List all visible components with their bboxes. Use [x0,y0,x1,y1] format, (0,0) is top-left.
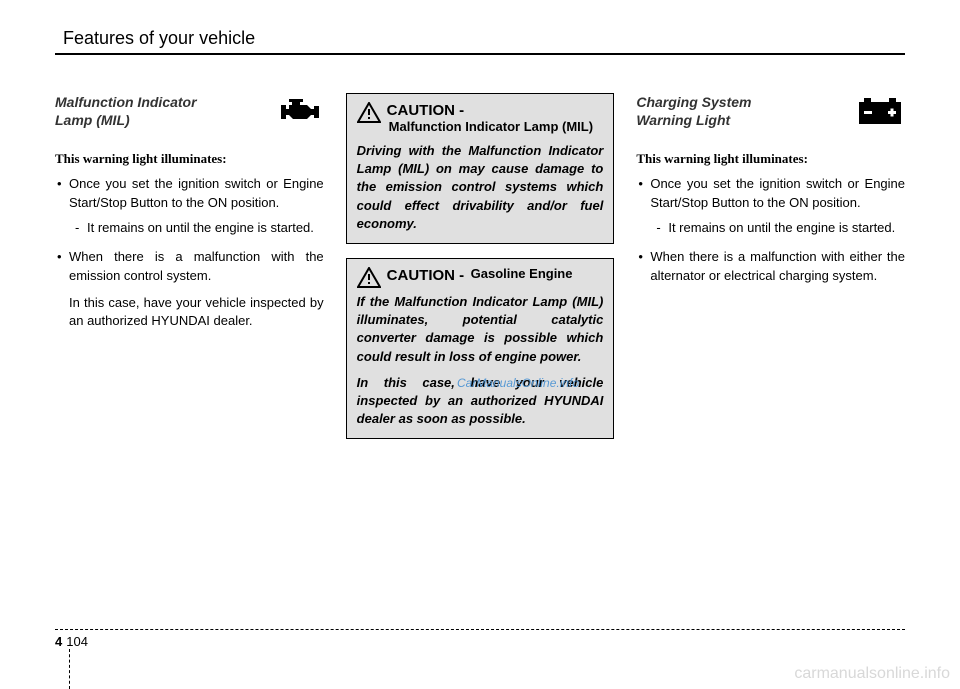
bullet-text: When there is a malfunction with either … [650,249,905,283]
caution-header: CAUTION - Gasoline Engine [357,267,604,289]
section-title: Charging System Warning Light [636,93,751,129]
list-item: Once you set the ignition switch or Engi… [636,175,905,238]
footer: 4 104 [55,629,905,649]
page-num-value: 104 [66,634,88,649]
chapter-number: 4 [55,634,62,649]
section-title: Malfunction Indicator Lamp (MIL) [55,93,197,129]
sub-bullet: It remains on until the engine is starte… [650,219,905,238]
warning-triangle-icon [357,102,381,124]
bullet-list: Once you set the ignition switch or Engi… [55,175,324,331]
section-heading-charging: Charging System Warning Light [636,93,905,129]
caution-header: CAUTION - Malfunction Indicator Lamp (MI… [357,102,604,138]
bullet-text: Once you set the ignition switch or Engi… [69,176,324,210]
bullet-text: Once you set the ignition switch or Engi… [650,176,905,210]
list-item: When there is a malfunction with either … [636,248,905,286]
subheading: This warning light illuminates: [636,151,905,167]
content-columns: Malfunction Indicator Lamp (MIL) This wa… [55,93,905,453]
caution-title-wrap: CAUTION - Gasoline Engine [387,267,573,285]
caution-text: Driving with the Malfunction Indicator L… [357,142,604,233]
sub-bullet: It remains on until the engine is starte… [69,219,324,238]
watermark-link: CarManualsOnline.info [457,376,579,390]
caution-label: CAUTION - [387,102,465,119]
column-right: Charging System Warning Light This warni… [636,93,905,453]
footer-dashed-line [55,629,905,630]
left-dash-line [69,649,70,689]
column-left: Malfunction Indicator Lamp (MIL) This wa… [55,93,324,453]
caution-title-wrap: CAUTION - Malfunction Indicator Lamp (MI… [387,102,604,138]
list-item: When there is a malfunction with the emi… [55,248,324,331]
caution-box-gasoline: CAUTION - Gasoline Engine If the Malfunc… [346,258,615,439]
warning-triangle-icon [357,267,381,289]
page-header: Features of your vehicle [55,28,905,49]
page-number: 4 104 [55,634,905,649]
battery-icon [855,93,905,129]
caution-subtitle: Malfunction Indicator Lamp (MIL) [389,120,593,135]
column-middle: CAUTION - Malfunction Indicator Lamp (MI… [346,93,615,453]
caution-label: CAUTION - [387,267,465,284]
caution-body: Driving with the Malfunction Indicator L… [357,142,604,233]
engine-icon [274,93,324,129]
caution-subtitle: Gasoline Engine [471,267,573,282]
bullet-text: When there is a malfunction with the emi… [69,249,324,283]
follow-text: In this case, have your vehicle inspecte… [69,294,324,332]
list-item: Once you set the ignition switch or Engi… [55,175,324,238]
bottom-watermark: carmanualsonline.info [794,665,950,683]
bullet-list: Once you set the ignition switch or Engi… [636,175,905,285]
caution-body: If the Malfunction Indicator Lamp (MIL) … [357,293,604,428]
caution-box-mil: CAUTION - Malfunction Indicator Lamp (MI… [346,93,615,244]
subheading: This warning light illuminates: [55,151,324,167]
section-heading-mil: Malfunction Indicator Lamp (MIL) [55,93,324,129]
caution-text: If the Malfunction Indicator Lamp (MIL) … [357,293,604,366]
header-rule [55,53,905,55]
